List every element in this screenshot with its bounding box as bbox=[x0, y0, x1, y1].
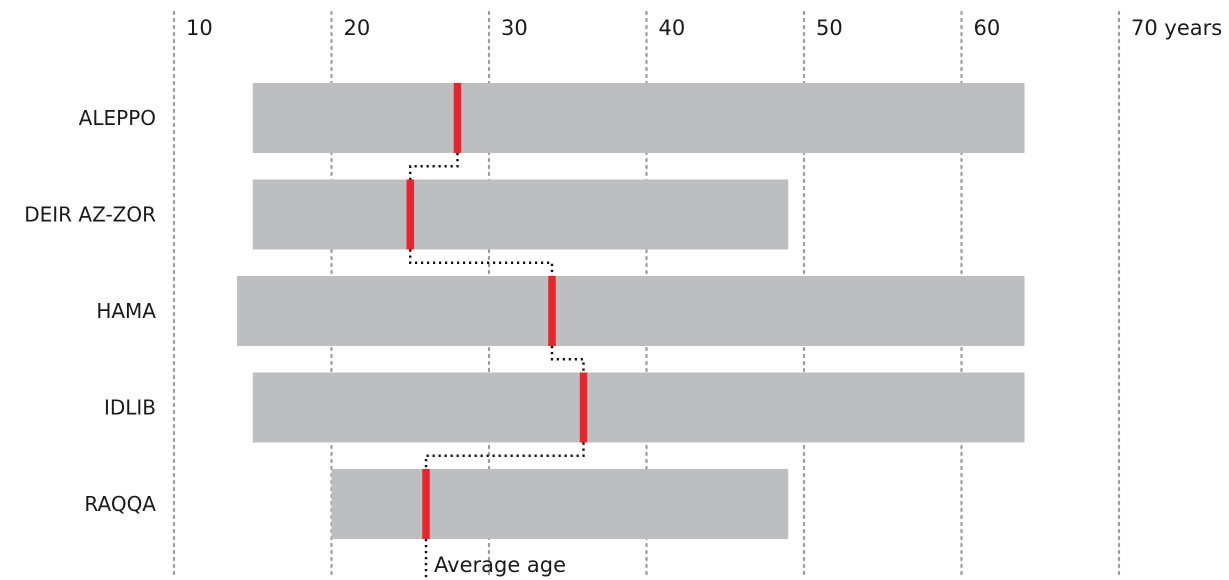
average-marker-hama bbox=[548, 276, 556, 346]
average-marker-idlib bbox=[579, 372, 588, 443]
connector-segment-4 bbox=[424, 442, 585, 469]
connector-segment-1 bbox=[409, 153, 459, 180]
x-tick-label-70: 70 years bbox=[1131, 16, 1222, 40]
labels: 10 20 30 40 50 60 70 years ALEPPO DEIR AZ-ZOR HAM… bbox=[24, 16, 1222, 516]
row-label-idlib: IDLIB bbox=[104, 396, 156, 420]
range-bar-deir-az-zor bbox=[252, 179, 789, 250]
average-age-annotation: Average age bbox=[434, 553, 566, 577]
x-tick-label-60: 60 bbox=[974, 16, 1001, 40]
average-marker-deir-az-zor bbox=[406, 179, 414, 250]
range-bar-raqqa bbox=[331, 469, 789, 539]
x-tick-label-20: 20 bbox=[344, 16, 371, 40]
average-connector bbox=[409, 153, 585, 578]
x-tick-label-50: 50 bbox=[816, 16, 843, 40]
x-tick-label-30: 30 bbox=[501, 16, 528, 40]
average-markers bbox=[406, 83, 588, 539]
average-marker-aleppo bbox=[453, 83, 462, 153]
row-label-aleppo: ALEPPO bbox=[79, 106, 156, 130]
row-label-hama: HAMA bbox=[96, 299, 156, 323]
row-label-deir-az-zor: DEIR AZ-ZOR bbox=[24, 203, 156, 227]
range-bar-idlib bbox=[252, 372, 1025, 443]
connector-segment-2 bbox=[409, 249, 554, 276]
average-marker-raqqa bbox=[422, 469, 430, 539]
range-bar-aleppo bbox=[252, 83, 1025, 153]
range-bars bbox=[237, 83, 1025, 539]
connector-segment-3 bbox=[550, 346, 585, 373]
x-tick-label-10: 10 bbox=[186, 16, 213, 40]
x-tick-label-40: 40 bbox=[659, 16, 686, 40]
row-label-raqqa: RAQQA bbox=[84, 492, 156, 516]
range-bar-hama bbox=[237, 276, 1025, 346]
